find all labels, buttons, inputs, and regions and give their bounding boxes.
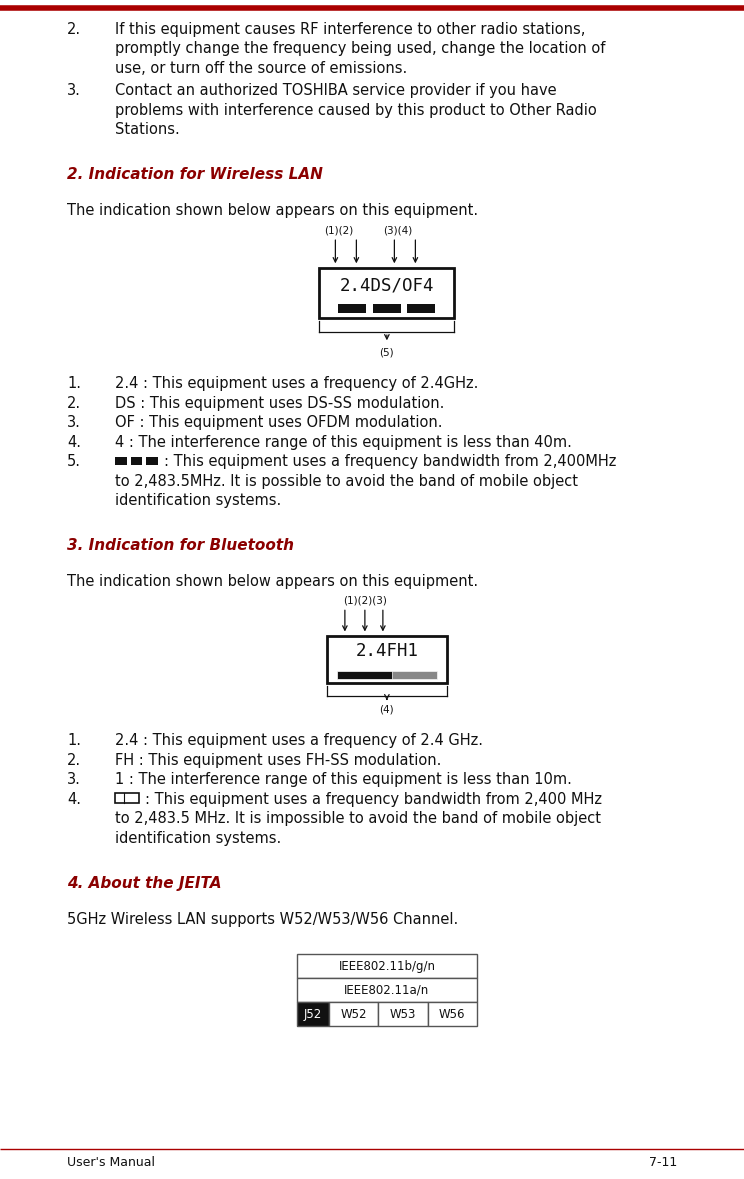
Text: (1)(2): (1)(2) — [324, 225, 353, 235]
Text: 2.4 : This equipment uses a frequency of 2.4 GHz.: 2.4 : This equipment uses a frequency of… — [115, 733, 484, 749]
Bar — [115, 793, 139, 803]
Text: 3.: 3. — [67, 772, 81, 788]
Bar — [327, 637, 447, 684]
Text: identification systems.: identification systems. — [115, 493, 281, 508]
Text: to 2,483.5 MHz. It is impossible to avoid the band of mobile object: to 2,483.5 MHz. It is impossible to avoi… — [115, 811, 601, 826]
Text: (1)(2)(3): (1)(2)(3) — [343, 595, 387, 605]
Text: W52: W52 — [341, 1008, 367, 1021]
Bar — [297, 954, 477, 979]
Text: 2.: 2. — [67, 396, 81, 410]
Text: User's Manual: User's Manual — [67, 1155, 155, 1168]
Text: 1.: 1. — [67, 733, 81, 749]
Text: If this equipment causes RF interference to other radio stations,: If this equipment causes RF interference… — [115, 22, 586, 37]
Bar — [379, 1002, 428, 1026]
Text: W56: W56 — [439, 1008, 466, 1021]
Text: 1.: 1. — [67, 376, 81, 391]
Text: (4): (4) — [379, 704, 394, 714]
Bar — [408, 304, 435, 314]
Text: The indication shown below appears on this equipment.: The indication shown below appears on th… — [67, 203, 478, 218]
Text: Contact an authorized TOSHIBA service provider if you have: Contact an authorized TOSHIBA service pr… — [115, 83, 557, 98]
Bar — [337, 671, 437, 679]
Bar — [339, 304, 366, 314]
Text: IEEE802.11a/n: IEEE802.11a/n — [344, 983, 429, 996]
Bar — [297, 1002, 330, 1026]
Text: 5GHz Wireless LAN supports W52/W53/W56 Channel.: 5GHz Wireless LAN supports W52/W53/W56 C… — [67, 913, 458, 927]
Text: IEEE802.11b/g/n: IEEE802.11b/g/n — [339, 960, 435, 973]
Bar — [115, 456, 126, 466]
Text: 3.: 3. — [67, 415, 81, 430]
Text: 2.: 2. — [67, 22, 81, 37]
Text: 2. Indication for Wireless LAN: 2. Indication for Wireless LAN — [67, 166, 323, 182]
Text: The indication shown below appears on this equipment.: The indication shown below appears on th… — [67, 574, 478, 590]
Bar — [147, 456, 158, 466]
Text: (5): (5) — [379, 347, 394, 357]
Text: 2.4 : This equipment uses a frequency of 2.4GHz.: 2.4 : This equipment uses a frequency of… — [115, 376, 478, 391]
Text: DS : This equipment uses DS-SS modulation.: DS : This equipment uses DS-SS modulatio… — [115, 396, 445, 410]
Bar — [428, 1002, 477, 1026]
Text: 7-11: 7-11 — [649, 1155, 677, 1168]
Text: : This equipment uses a frequency bandwidth from 2,400 MHz: : This equipment uses a frequency bandwi… — [145, 792, 603, 806]
Text: : This equipment uses a frequency bandwidth from 2,400MHz: : This equipment uses a frequency bandwi… — [164, 454, 616, 469]
Text: 1 : The interference range of this equipment is less than 10m.: 1 : The interference range of this equip… — [115, 772, 572, 788]
Text: 4 : The interference range of this equipment is less than 40m.: 4 : The interference range of this equip… — [115, 435, 572, 449]
Text: identification systems.: identification systems. — [115, 831, 281, 845]
Text: OF : This equipment uses OFDM modulation.: OF : This equipment uses OFDM modulation… — [115, 415, 443, 430]
Text: use, or turn off the source of emissions.: use, or turn off the source of emissions… — [115, 61, 408, 75]
Text: (3)(4): (3)(4) — [382, 225, 412, 235]
Bar — [297, 979, 477, 1002]
Text: promptly change the frequency being used, change the location of: promptly change the frequency being used… — [115, 41, 606, 57]
Text: 2.4FH1: 2.4FH1 — [356, 641, 418, 659]
Text: to 2,483.5MHz. It is possible to avoid the band of mobile object: to 2,483.5MHz. It is possible to avoid t… — [115, 474, 578, 489]
Text: 2.: 2. — [67, 753, 81, 768]
Text: J52: J52 — [304, 1008, 322, 1021]
Text: problems with interference caused by this product to Other Radio: problems with interference caused by thi… — [115, 103, 597, 118]
Bar — [392, 671, 437, 679]
Text: Stations.: Stations. — [115, 121, 180, 137]
Text: 3.: 3. — [67, 83, 81, 98]
Bar — [373, 304, 401, 314]
Text: 5.: 5. — [67, 454, 81, 469]
Bar — [131, 456, 142, 466]
Bar — [319, 268, 455, 318]
Text: 2.4DS/OF4: 2.4DS/OF4 — [339, 276, 434, 295]
Text: 4.: 4. — [67, 792, 81, 806]
Text: W53: W53 — [390, 1008, 416, 1021]
Text: 3. Indication for Bluetooth: 3. Indication for Bluetooth — [67, 538, 294, 553]
Text: FH : This equipment uses FH-SS modulation.: FH : This equipment uses FH-SS modulatio… — [115, 753, 442, 768]
Bar — [330, 1002, 379, 1026]
Text: 4. About the JEITA: 4. About the JEITA — [67, 876, 222, 890]
Text: 4.: 4. — [67, 435, 81, 449]
